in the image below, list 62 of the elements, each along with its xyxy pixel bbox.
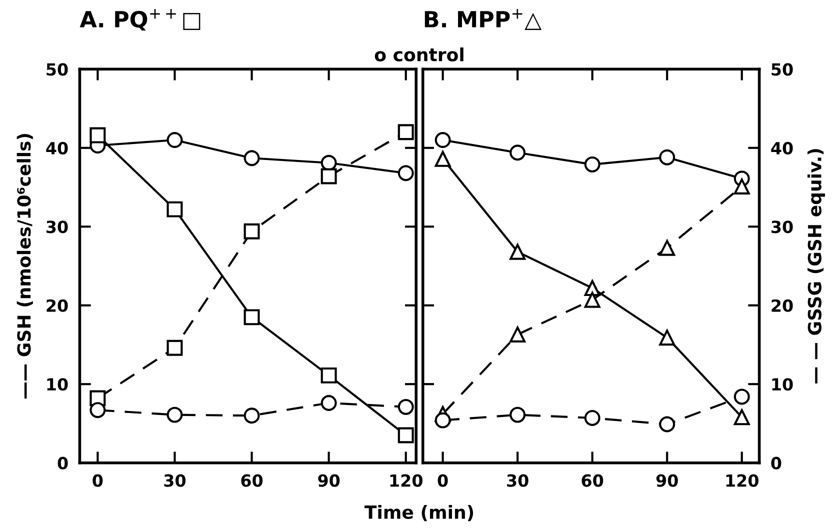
point — [659, 149, 676, 166]
point — [734, 388, 750, 405]
point — [659, 416, 676, 432]
point — [166, 201, 183, 218]
y-tick-label: 30 — [46, 220, 68, 234]
chart-title: B. MPP$^{+}$△ — [424, 9, 542, 30]
point — [434, 412, 451, 428]
y2-tick-label: 20 — [772, 299, 793, 312]
point — [734, 409, 750, 426]
y-tick-label: 40 — [46, 142, 68, 154]
point — [398, 165, 414, 182]
x-tick-label: 120 — [390, 474, 422, 487]
x-tick-label: 60 — [241, 474, 263, 487]
point — [584, 292, 600, 308]
y2-tick-label: 50 — [772, 63, 793, 76]
point — [320, 395, 337, 411]
x-tick-label: 90 — [656, 474, 678, 487]
point — [398, 398, 414, 415]
point — [659, 240, 676, 256]
point — [584, 156, 600, 172]
y2-tick-label: 40 — [771, 142, 793, 154]
point — [166, 406, 183, 423]
point — [398, 124, 414, 140]
x-tick-label: 120 — [726, 474, 758, 487]
point — [510, 144, 526, 161]
y-tick-label: 50 — [46, 63, 68, 76]
chart-title: A. PQ$^{++}$□ — [80, 9, 200, 31]
point — [320, 168, 337, 184]
text: o control — [374, 47, 464, 62]
point — [244, 223, 260, 240]
point — [510, 244, 526, 260]
point — [510, 406, 526, 423]
y2-tick-label: 10 — [772, 378, 793, 391]
point — [244, 309, 260, 326]
y2-axis-title: — — GSSG (GSH equiv.) — [807, 149, 825, 384]
point — [166, 132, 183, 148]
point — [166, 340, 183, 356]
x-tick-label: 0 — [438, 474, 448, 487]
point — [90, 127, 106, 144]
point — [398, 427, 414, 444]
y-tick-label: 0 — [58, 456, 68, 470]
point — [734, 178, 750, 194]
x-tick-label: 90 — [318, 474, 340, 487]
point — [244, 408, 260, 424]
y-axis-title: —— GSH (nmoles/10⁶cells) — [16, 134, 33, 399]
point — [659, 330, 676, 346]
y2-tick-label: 30 — [772, 220, 793, 234]
point — [244, 150, 260, 166]
point — [584, 410, 600, 426]
point — [434, 150, 451, 167]
x-tick-label: 60 — [582, 474, 604, 487]
y2-tick-label: 0 — [771, 456, 782, 470]
x-axis-title: Time (min) — [364, 504, 474, 522]
x-tick-label: 30 — [164, 474, 186, 487]
x-tick-label: 0 — [92, 474, 103, 487]
point — [510, 326, 526, 342]
y-tick-label: 10 — [47, 378, 68, 391]
y-tick-label: 20 — [46, 299, 68, 312]
x-tick-label: 30 — [507, 474, 528, 487]
point — [90, 402, 106, 418]
point — [320, 367, 337, 384]
point — [434, 132, 451, 148]
